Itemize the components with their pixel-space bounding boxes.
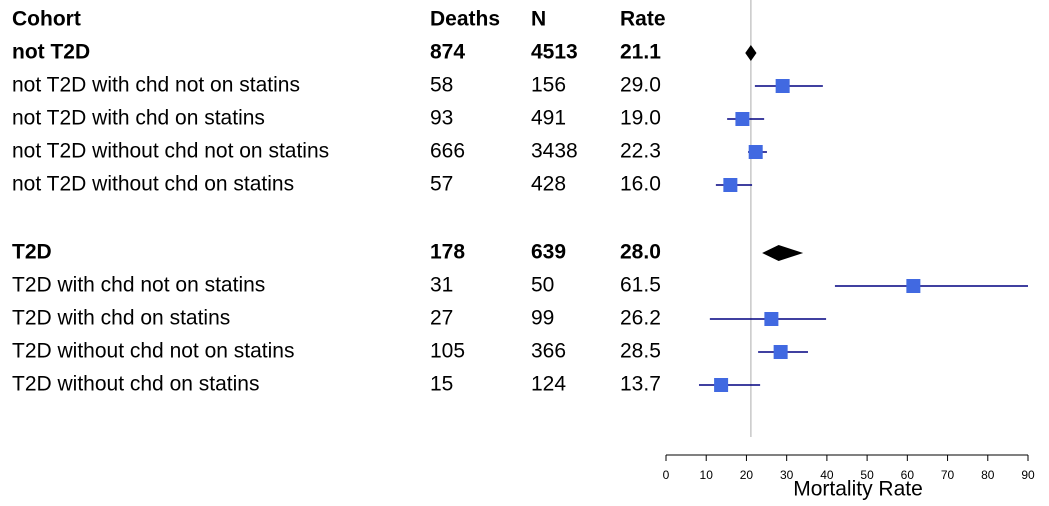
header-rate: Rate [620,8,666,31]
deaths: 666 [430,140,465,163]
x-tick-label: 40 [820,468,834,482]
rate-marker [723,178,738,192]
rate: 28.5 [620,340,661,363]
n: 124 [531,373,566,396]
summary-diamond [762,245,804,261]
n: 50 [531,274,554,297]
rate: 19.0 [620,107,661,130]
rate: 13.7 [620,373,661,396]
x-tick-label: 50 [860,468,874,482]
n: 99 [531,307,554,330]
x-axis-label: Mortality Rate [793,478,923,501]
n: 4513 [531,41,578,64]
header-cohort: Cohort [12,8,81,31]
rate-marker [735,112,750,126]
deaths: 178 [430,241,465,264]
cohort-label: T2D with chd on statins [12,307,230,330]
x-tick-label: 60 [901,468,915,482]
rate-marker [773,345,788,359]
rate: 26.2 [620,307,661,330]
cohort-label: T2D with chd not on statins [12,274,265,297]
cohort-label: not T2D without chd not on statins [12,140,329,163]
n: 428 [531,173,566,196]
cohort-label: T2D without chd not on statins [12,340,295,363]
rate: 28.0 [620,241,661,264]
cohort-label: not T2D [12,41,90,64]
rate-marker [775,79,790,93]
header-deaths: Deaths [430,8,500,31]
x-tick-label: 90 [1021,468,1035,482]
deaths: 58 [430,74,453,97]
cohort-label: not T2D with chd not on statins [12,74,300,97]
header-n: N [531,8,546,31]
rate-marker [764,312,779,326]
summary-diamond [745,45,757,61]
x-tick-label: 10 [700,468,714,482]
x-tick-label: 70 [941,468,955,482]
deaths: 874 [430,41,465,64]
n: 3438 [531,140,578,163]
deaths: 15 [430,373,453,396]
x-tick-label: 20 [740,468,754,482]
cohort-label: not T2D with chd on statins [12,107,265,130]
rate-marker [906,279,921,293]
cohort-label: T2D [12,241,52,264]
n: 366 [531,340,566,363]
cohort-label: not T2D without chd on statins [12,173,294,196]
deaths: 27 [430,307,453,330]
rate: 22.3 [620,140,661,163]
x-tick-label: 0 [663,468,670,482]
deaths: 57 [430,173,453,196]
rate: 29.0 [620,74,661,97]
rate-marker [748,145,763,159]
n: 639 [531,241,566,264]
x-tick-label: 30 [780,468,794,482]
deaths: 93 [430,107,453,130]
rate-marker [714,378,729,392]
rate: 61.5 [620,274,661,297]
deaths: 31 [430,274,453,297]
rate: 16.0 [620,173,661,196]
x-tick-label: 80 [981,468,995,482]
n: 156 [531,74,566,97]
deaths: 105 [430,340,465,363]
n: 491 [531,107,566,130]
cohort-label: T2D without chd on statins [12,373,259,396]
rate: 21.1 [620,41,661,64]
